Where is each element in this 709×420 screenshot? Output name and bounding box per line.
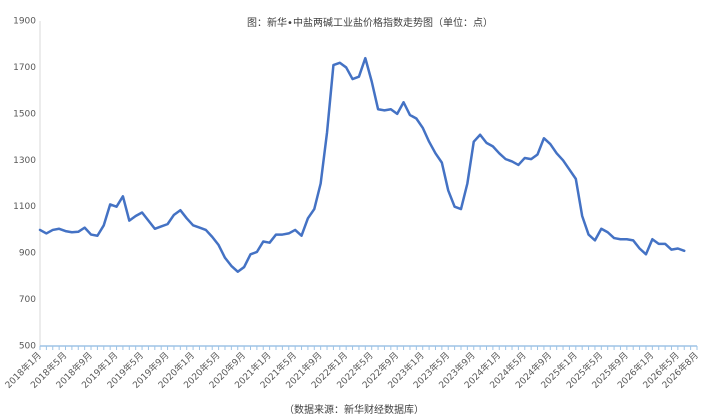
y-tick-label: 900 <box>19 249 36 259</box>
chart-source: （数据来源：新华财经数据库） <box>284 403 424 416</box>
y-tick-label: 1300 <box>13 156 36 166</box>
line-series <box>38 56 686 273</box>
y-tick-label: 1100 <box>13 202 36 212</box>
y-tick-label: 700 <box>19 295 36 305</box>
y-tick-label: 1500 <box>13 109 36 119</box>
y-tick-label: 1900 <box>13 17 36 27</box>
y-tick-label: 500 <box>19 342 36 352</box>
chart-title: 图：新华•中盐两碱工业盐价格指数走势图（单位：点） <box>247 16 493 29</box>
y-tick-label: 1700 <box>13 63 36 73</box>
